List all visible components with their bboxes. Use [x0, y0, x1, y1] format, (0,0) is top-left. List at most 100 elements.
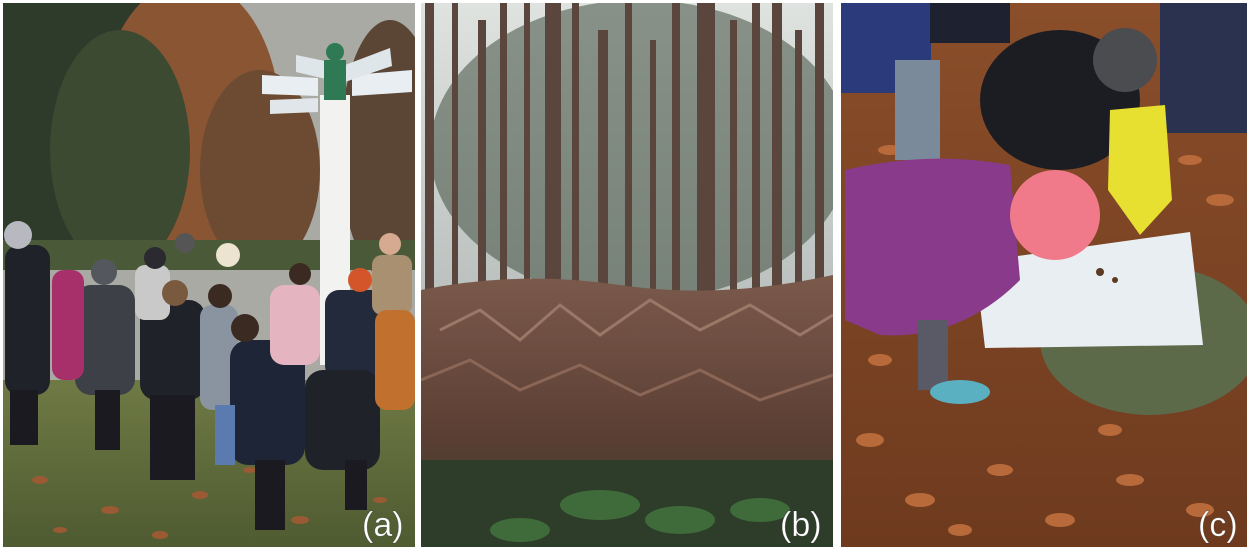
photo-shape: [53, 527, 67, 533]
photo-shape: [1178, 155, 1202, 165]
photo-shape: [905, 493, 935, 507]
photo-shape: [270, 285, 320, 365]
photo-shape: [262, 75, 318, 96]
photo-shape: [200, 70, 320, 270]
photo-shape: [752, 3, 760, 293]
photo-shape: [3, 240, 415, 270]
photo-shape: [524, 3, 530, 293]
photo-shape: [730, 20, 737, 290]
photo-shape: [150, 395, 195, 480]
photo-shape: [1096, 268, 1104, 276]
photo-shape: [326, 43, 344, 61]
photo-shape: [91, 259, 117, 285]
photo-shape: [490, 490, 790, 542]
photo-shape: [425, 3, 824, 298]
photo-shape: [452, 3, 458, 293]
photo-shape: [1116, 474, 1144, 486]
panel-c: (c): [841, 3, 1247, 547]
panel-a: (a): [3, 3, 415, 547]
photo-shape: [1160, 3, 1247, 133]
photo-shape: [352, 70, 412, 96]
photo-shape: [1093, 28, 1157, 92]
photo-shape: [545, 3, 561, 298]
photo-shape: [650, 40, 656, 290]
photo-shape: [490, 518, 550, 542]
photo-shape: [895, 60, 940, 160]
photo-shape: [1112, 277, 1118, 283]
panel-label: (a): [362, 506, 404, 544]
photo-shape: [289, 263, 311, 285]
photo-shape: [200, 305, 238, 410]
photo-shape: [291, 516, 309, 524]
photo-shape: [296, 55, 330, 80]
photo-shape: [243, 467, 257, 473]
photo-shape: [10, 390, 38, 445]
photo-shape: [1108, 105, 1172, 235]
photo-shape: [845, 158, 1020, 336]
photo-shape: [421, 358, 833, 402]
photo-shape: [1045, 513, 1075, 527]
photo-shape: [868, 354, 892, 366]
photo-shape: [208, 284, 232, 308]
photo-shape: [231, 314, 259, 342]
photo-shape: [672, 3, 680, 293]
photo-shape: [144, 247, 166, 269]
photo-shape: [795, 30, 802, 290]
photo-shape: [439, 298, 833, 342]
photo-shape: [32, 476, 48, 484]
photo-shape: [255, 460, 285, 530]
photo-shape: [987, 464, 1013, 476]
photo-shape: [162, 280, 188, 306]
photo-shape: [101, 506, 119, 514]
panel-b: (b): [421, 3, 833, 547]
photo-shape: [425, 3, 434, 293]
photo-shape: [32, 467, 387, 539]
photo-shape: [305, 370, 380, 470]
photo-shape: [1186, 503, 1214, 517]
panel-label: (b): [780, 506, 822, 544]
photo-shape: [373, 497, 387, 503]
photo-shape: [500, 3, 507, 293]
photo-shape: [598, 30, 608, 290]
photo-shape: [697, 3, 715, 293]
photo-shape: [324, 60, 346, 100]
photo-shape: [918, 320, 948, 390]
photo-shape: [478, 20, 486, 290]
photo-shape: [152, 531, 168, 539]
photo-shape: [50, 30, 190, 270]
photo-shape: [5, 245, 415, 470]
photo-shape: [1206, 194, 1234, 206]
photo-shape: [10, 390, 367, 530]
photo-shape: [75, 285, 135, 395]
photo-shape: [4, 221, 32, 249]
photo-shape: [379, 233, 401, 255]
photo-shape: [560, 490, 640, 520]
photo-shape: [95, 390, 120, 450]
photo-shape: [325, 290, 385, 380]
photo-shape: [215, 405, 235, 465]
photo-shape: [930, 380, 990, 404]
photo-shape: [815, 3, 824, 293]
photo-shape: [572, 3, 579, 293]
photo-shape: [948, 524, 972, 536]
photo-shape: [270, 98, 318, 114]
photo-shape: [856, 433, 884, 447]
photo-shape: [372, 255, 412, 315]
photo-shape: [975, 232, 1203, 348]
photo-shape: [430, 3, 833, 300]
photo-shape: [230, 340, 305, 465]
photo-shape: [772, 3, 782, 293]
photo-shape: [4, 221, 401, 342]
photo-shape: [140, 300, 205, 400]
photo-shape: [175, 233, 195, 253]
photo-shape: [135, 265, 170, 320]
photo-shape: [52, 270, 84, 380]
photo-shape: [345, 48, 392, 82]
photo-shape: [625, 3, 632, 293]
photo-shape: [1098, 424, 1122, 436]
photo-shape: [1010, 170, 1100, 260]
photo-shape: [930, 3, 1010, 43]
photo-shape: [5, 245, 50, 395]
photo-shape: [730, 498, 790, 522]
